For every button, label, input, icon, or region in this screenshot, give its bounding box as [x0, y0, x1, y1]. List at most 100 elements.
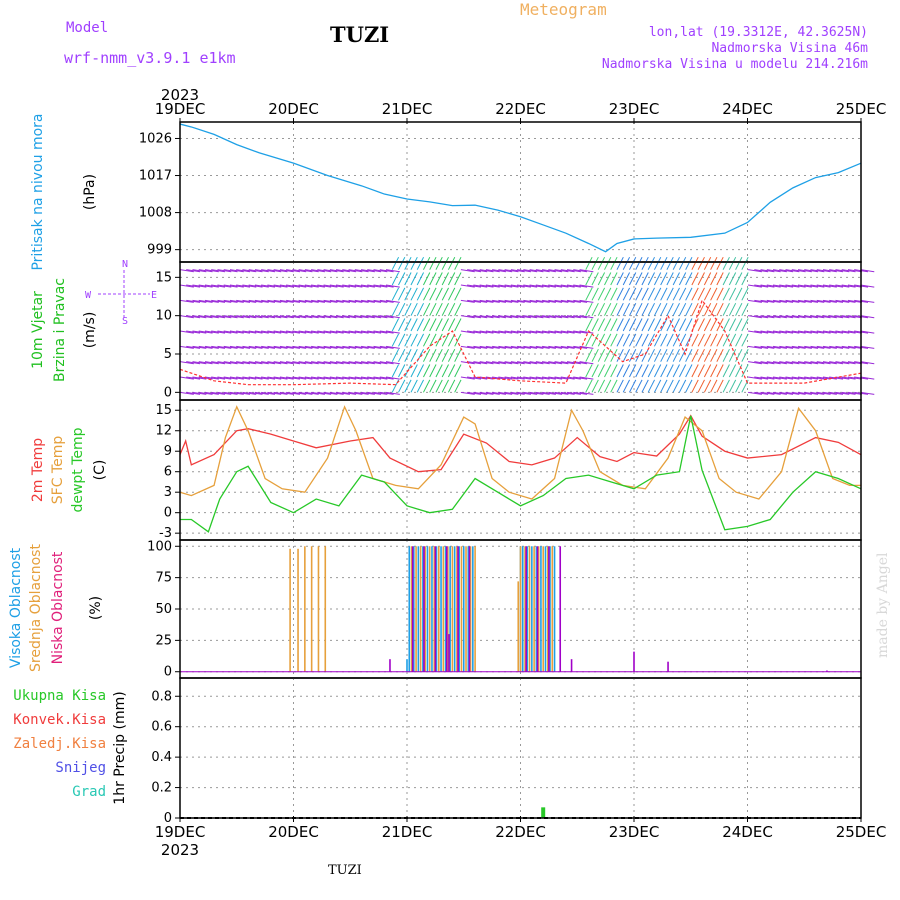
compass-n: N [122, 259, 128, 270]
x-date-label-top: 20DEC [268, 100, 319, 118]
wind-barb [741, 318, 749, 332]
wind-barb [548, 345, 563, 349]
pressure-label: Pritisak na nivou mora [30, 113, 46, 270]
wind-barb [597, 256, 606, 270]
wind-barb [754, 391, 769, 395]
wind-barb [454, 364, 462, 378]
wind-barb [342, 269, 357, 273]
wind-barb [747, 315, 762, 319]
wind-barb [211, 299, 226, 303]
wind-barb [292, 315, 307, 319]
wind-barb [510, 376, 525, 380]
wind-barb [273, 376, 288, 380]
wind-barb [385, 391, 400, 395]
wind-barb [735, 333, 743, 347]
wind-barb [211, 345, 226, 349]
wind-barb [485, 345, 500, 349]
wind-barb [560, 376, 575, 380]
wind-barb [510, 284, 525, 288]
wind-barb [660, 379, 668, 393]
wind-barb [498, 299, 513, 303]
wind-barb [822, 315, 837, 319]
wind-barb [766, 284, 781, 288]
wind-barb [591, 348, 599, 362]
wind-barb [404, 318, 412, 332]
wind-barb [822, 345, 837, 349]
wind-barb [267, 330, 282, 334]
wind-barb [779, 376, 794, 380]
precip-unit: 1hr Precip (mm) [112, 691, 128, 804]
wind-barb [467, 299, 482, 303]
wind-barb [529, 361, 544, 365]
wind-barb [179, 284, 194, 288]
wind-barb [841, 361, 856, 365]
wind-barb [566, 269, 581, 273]
y-tick-label: 0.6 [151, 720, 172, 735]
model-name: wrf-nmm_v3.9.1 e1km [64, 49, 236, 67]
wind-barb [485, 315, 500, 319]
wind-barb [517, 269, 532, 273]
wind-barb [691, 364, 699, 378]
wind-barb [529, 315, 544, 319]
wind-barb [573, 299, 588, 303]
x-year-top: 2023 [161, 86, 199, 104]
wind-barb [566, 330, 581, 334]
wind-barb [666, 333, 674, 347]
wind-barb [629, 333, 637, 347]
wind-barb [304, 361, 319, 365]
wind-barb [286, 299, 301, 303]
wind-barb [616, 318, 624, 332]
wind-barb [292, 299, 307, 303]
x-date-label-bottom: 19DEC [155, 823, 206, 841]
wind-barb [716, 379, 724, 393]
wind-barb [779, 299, 794, 303]
wind-barb [804, 284, 819, 288]
wind-barb [429, 364, 437, 378]
wind-barb [597, 272, 606, 286]
wind-barb [847, 376, 862, 380]
wind-barb [460, 391, 475, 395]
x-date-label-top: 21DEC [382, 100, 433, 118]
wind-barb [597, 348, 606, 362]
wind-barb [579, 391, 594, 395]
low-cloud-label: Niska Oblacnost [50, 551, 66, 664]
wind-barb [554, 345, 569, 349]
wind-barb [298, 330, 313, 334]
wind-barb [429, 333, 437, 347]
wind-barb [760, 269, 775, 273]
wind-barb [560, 361, 575, 365]
wind-barb [591, 256, 599, 270]
wind-barb [329, 299, 344, 303]
wind-barb [841, 330, 856, 334]
wind-barb [416, 302, 425, 316]
wind-barb [548, 269, 563, 273]
wind-barb [660, 318, 668, 332]
wind-barb [267, 269, 282, 273]
y-tick-label: 12 [155, 424, 172, 439]
wind-barb [267, 299, 282, 303]
wind-barb [703, 272, 712, 286]
wind-barb [441, 256, 449, 270]
wind-barb [791, 361, 806, 365]
wind-barb [554, 315, 569, 319]
wind-barb [236, 361, 251, 365]
wind-barb [804, 376, 819, 380]
wind-barb [523, 376, 538, 380]
precip-legend-item: Snijeg [55, 760, 106, 776]
wind-barb [735, 256, 743, 270]
wind-barb [772, 284, 787, 288]
wind-barb [192, 345, 207, 349]
wind-barb [573, 391, 588, 395]
wind-barb [804, 391, 819, 395]
wind-barb [829, 269, 844, 273]
wind-barb [635, 272, 643, 286]
wind-barb [678, 348, 687, 362]
wind-barb [691, 287, 699, 301]
wind-barb [610, 318, 618, 332]
wind-barb [541, 299, 556, 303]
wind-barb [741, 364, 749, 378]
wind-barb [678, 287, 687, 301]
y-tick-label: 3 [164, 485, 172, 500]
wind-barb [616, 364, 624, 378]
